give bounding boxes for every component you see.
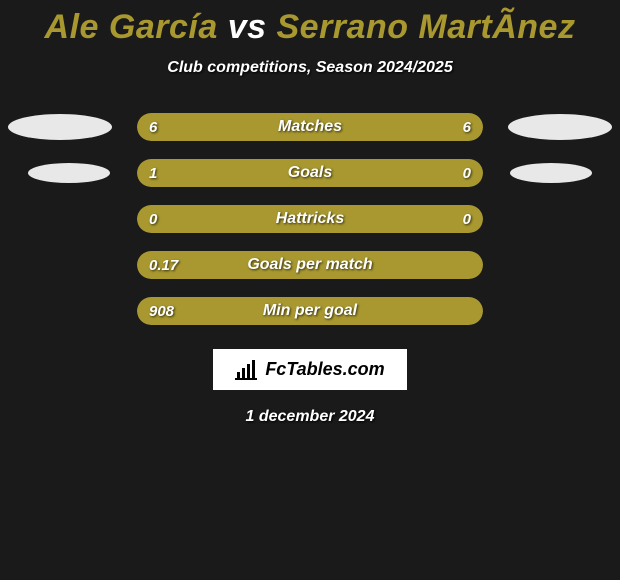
- date: 1 december 2024: [0, 408, 620, 426]
- bar: Goals10: [137, 159, 483, 187]
- vs-separator: vs: [228, 8, 267, 46]
- attribution: FcTables.com: [213, 349, 406, 390]
- stat-row: Goals10: [0, 159, 620, 187]
- bar: Hattricks00: [137, 205, 483, 233]
- subtitle: Club competitions, Season 2024/2025: [0, 59, 620, 77]
- player2-badge: [508, 114, 612, 140]
- bar-segment-player1: [137, 205, 483, 233]
- bar-segment-player2: [469, 297, 483, 325]
- page-title: Ale García vs Serrano MartÃ­nez: [0, 8, 620, 47]
- bar: Min per goal908: [137, 297, 483, 325]
- player1-badge: [8, 114, 112, 140]
- comparison-card: Ale García vs Serrano MartÃ­nez Club com…: [0, 0, 620, 426]
- stat-row: Goals per match0.17: [0, 251, 620, 279]
- bar-segment-player2: [400, 159, 483, 187]
- player2-name: Serrano MartÃ­nez: [276, 8, 575, 46]
- bar-segment-player1: [137, 113, 310, 141]
- player1-name: Ale García: [45, 8, 218, 46]
- bar: Goals per match0.17: [137, 251, 483, 279]
- bar-segment-player2: [469, 251, 483, 279]
- attribution-text: FcTables.com: [265, 359, 384, 380]
- player2-badge: [510, 163, 592, 183]
- stat-row: Matches66: [0, 113, 620, 141]
- bar-segment-player1: [137, 297, 469, 325]
- stats-list: Matches66 Goals10 Hattricks00 Goals per mat…: [0, 113, 620, 325]
- stat-row: Hattricks00: [0, 205, 620, 233]
- bar: Matches66: [137, 113, 483, 141]
- bar-segment-player2: [310, 113, 483, 141]
- bar-segment-player1: [137, 251, 469, 279]
- stat-row: Min per goal908: [0, 297, 620, 325]
- bar-chart-icon: [235, 360, 259, 380]
- bar-segment-player1: [137, 159, 400, 187]
- player1-badge: [28, 163, 110, 183]
